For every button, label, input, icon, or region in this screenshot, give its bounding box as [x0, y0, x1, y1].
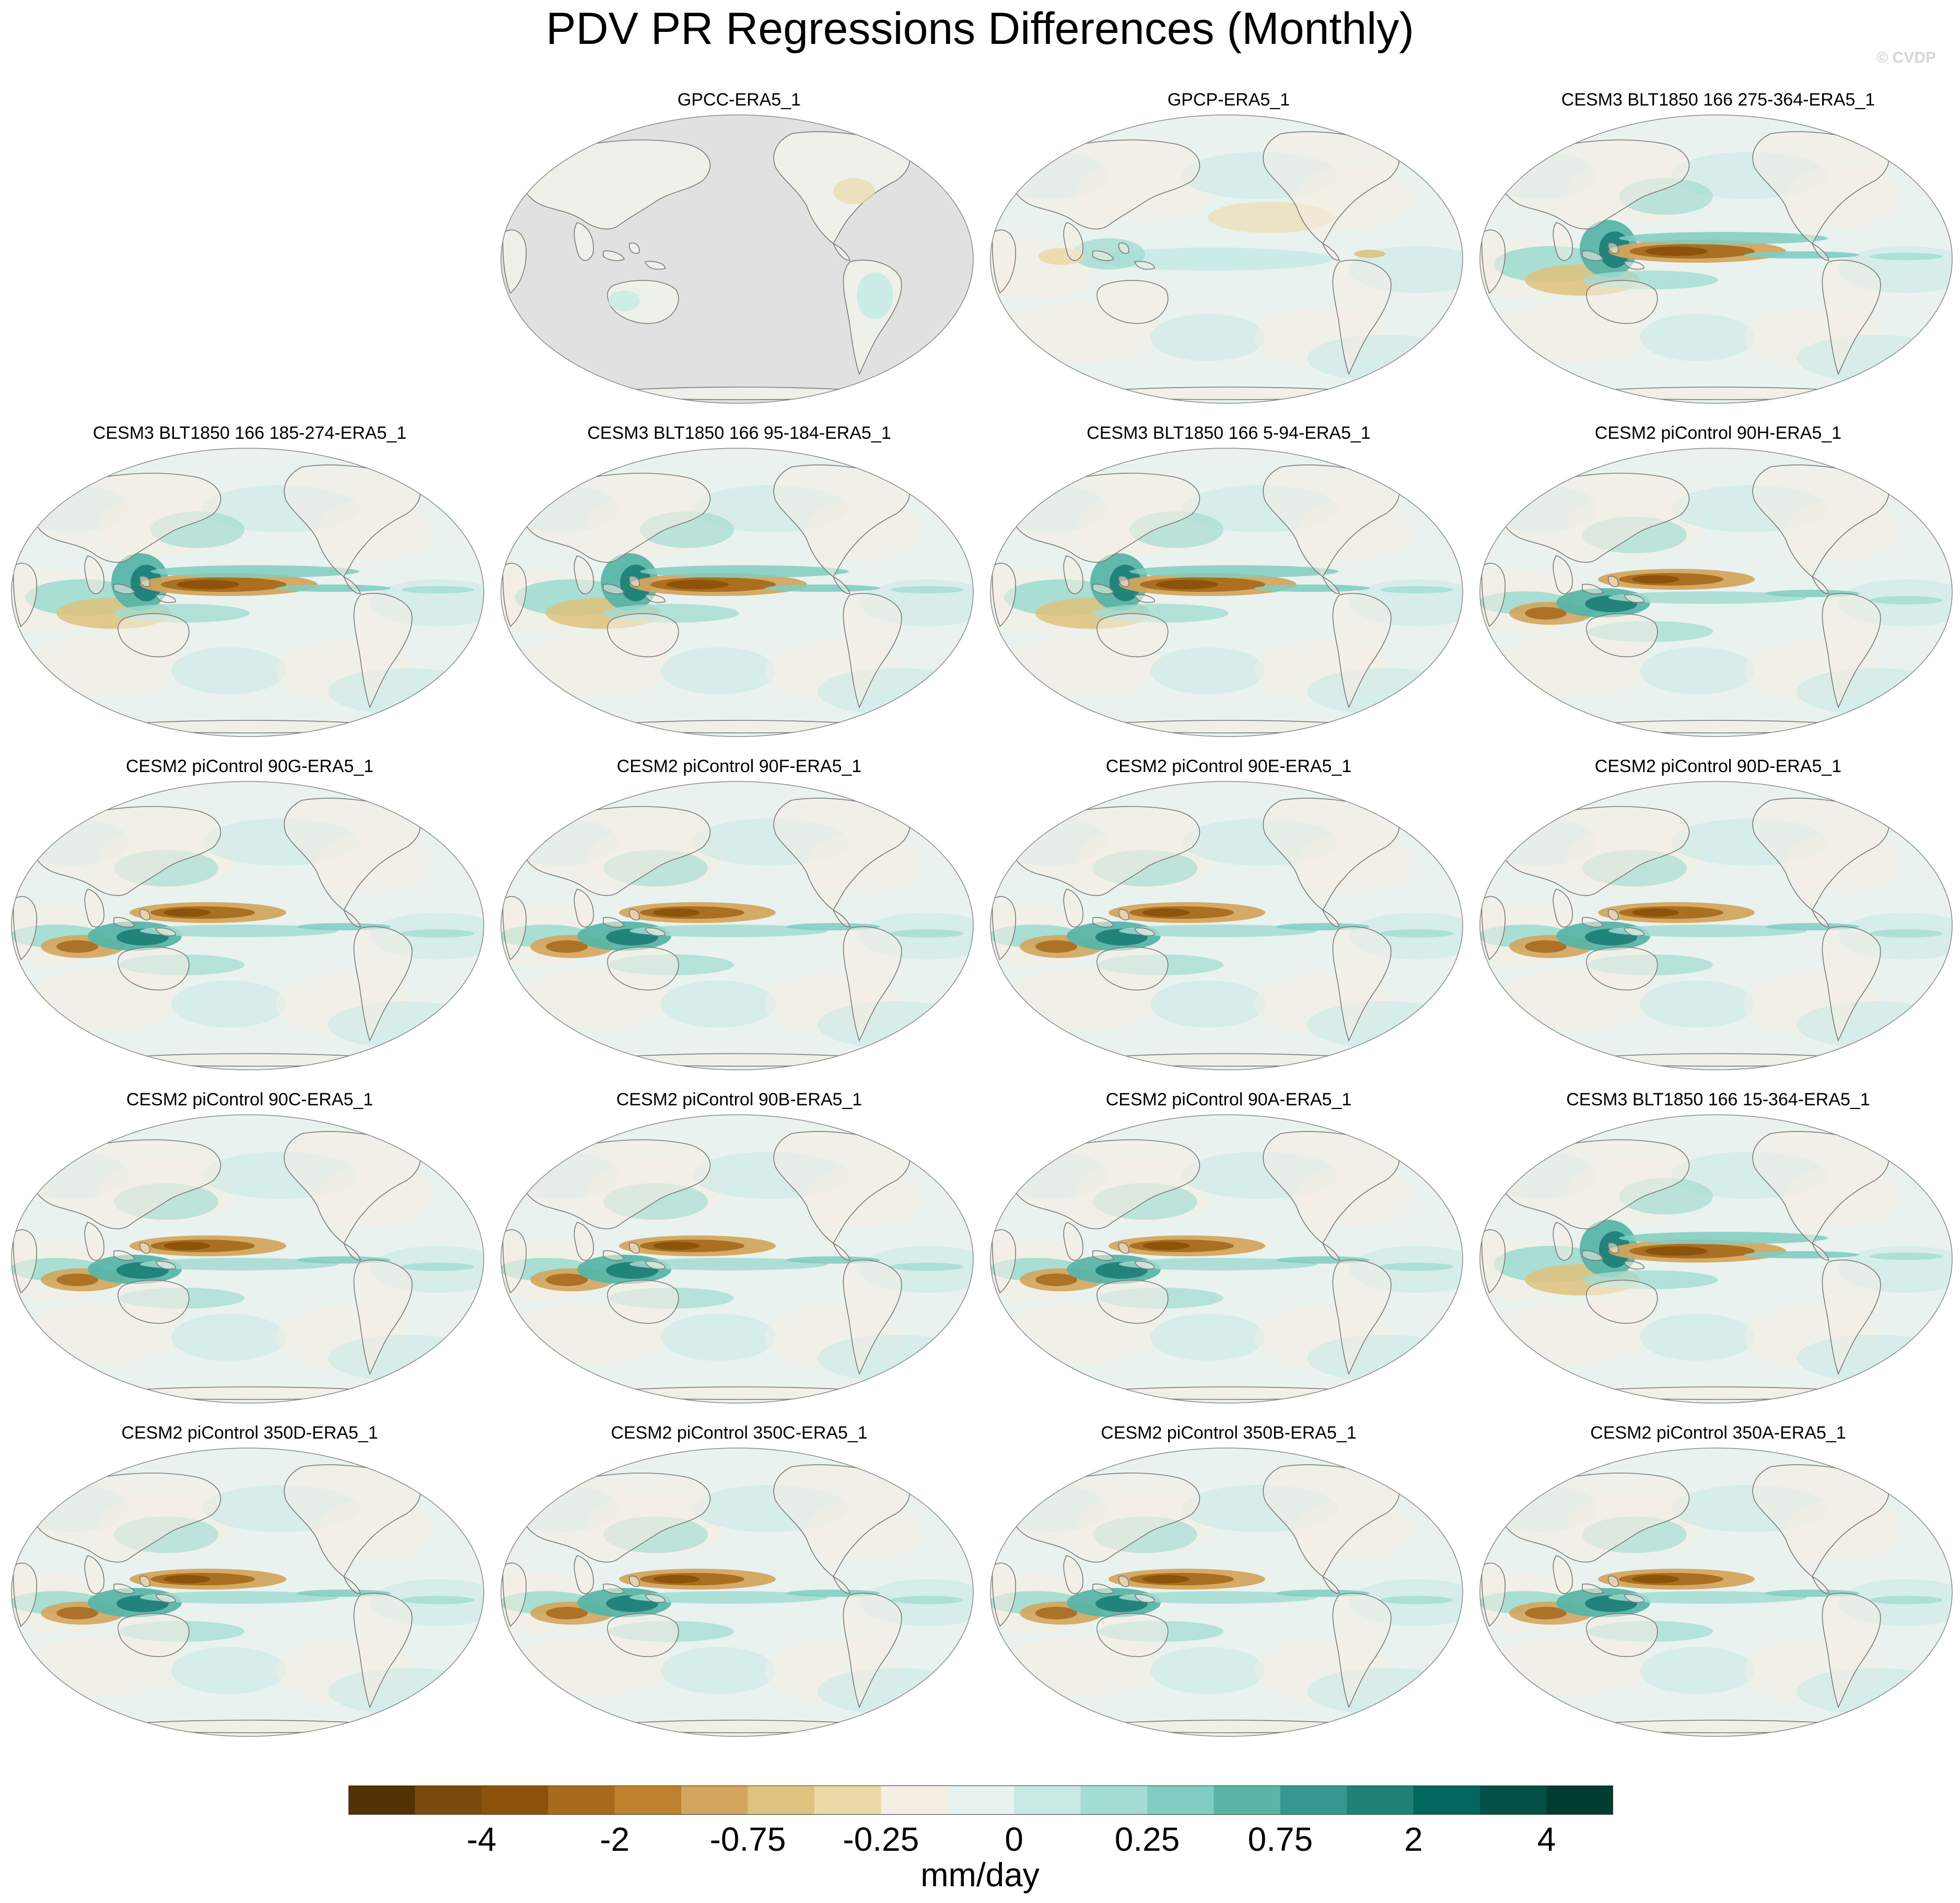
colorbar-swatch — [348, 1785, 415, 1815]
colorbar-swatch — [681, 1785, 749, 1815]
panel-title: CESM2 piControl 90C-ERA5_1 — [126, 1090, 374, 1110]
panel-title: GPCP-ERA5_1 — [1167, 90, 1290, 110]
map-panel: CESM3 BLT1850 166 95-184-ERA5_1 — [499, 423, 979, 742]
colorbar-tick-label: -2 — [600, 1820, 630, 1858]
map-plot — [500, 1114, 974, 1404]
panel-title: CESM2 piControl 90G-ERA5_1 — [125, 756, 374, 776]
colorbar-tick-label: 0.25 — [1114, 1820, 1180, 1858]
panel-title: CESM2 piControl 90A-ERA5_1 — [1105, 1090, 1352, 1110]
map-plot — [500, 448, 974, 737]
colorbar-tick-label: -4 — [466, 1820, 497, 1858]
map-panel: CESM3 BLT1850 166 275-364-ERA5_1 — [1478, 90, 1958, 408]
figure-title: PDV PR Regressions Differences (Monthly) — [546, 4, 1414, 54]
colorbar-swatch — [814, 1785, 881, 1815]
map-panel: CESM2 piControl 90G-ERA5_1 — [9, 756, 490, 1075]
colorbar-tick-label: 4 — [1537, 1820, 1556, 1858]
colorbar-swatch — [1347, 1785, 1414, 1815]
colorbar — [348, 1785, 1613, 1815]
panel-title: CESM2 piControl 350C-ERA5_1 — [611, 1423, 868, 1443]
map-plot — [1479, 114, 1953, 404]
map-panel: CESM2 piControl 90C-ERA5_1 — [9, 1090, 490, 1408]
colorbar-tick-label: 0.75 — [1247, 1820, 1313, 1858]
colorbar-tick-label: -0.25 — [843, 1820, 919, 1858]
map-panel: CESM2 piControl 90B-ERA5_1 — [499, 1090, 979, 1408]
panel-title: CESM3 BLT1850 166 95-184-ERA5_1 — [587, 423, 891, 443]
panel-title: CESM2 piControl 350D-ERA5_1 — [121, 1423, 378, 1443]
map-panel: CESM2 piControl 90F-ERA5_1 — [499, 756, 979, 1075]
map-plot — [1479, 781, 1953, 1070]
colorbar-swatch — [1080, 1785, 1148, 1815]
map-plot — [11, 448, 484, 737]
map-plot — [1479, 1447, 1953, 1737]
map-plot — [990, 1447, 1463, 1737]
map-plot — [1479, 448, 1953, 737]
panel-title: GPCC-ERA5_1 — [677, 90, 801, 110]
panel-title: CESM2 piControl 90F-ERA5_1 — [616, 756, 862, 776]
colorbar-swatch — [1546, 1785, 1613, 1815]
map-panel: CESM2 piControl 350A-ERA5_1 — [1478, 1423, 1958, 1742]
map-plot — [990, 1114, 1463, 1404]
map-panel: CESM2 piControl 350D-ERA5_1 — [9, 1423, 490, 1742]
map-panel: CESM2 piControl 90A-ERA5_1 — [988, 1090, 1469, 1408]
map-plot — [11, 1447, 484, 1737]
colorbar-swatch — [748, 1785, 815, 1815]
panel-title: CESM2 piControl 90H-ERA5_1 — [1594, 423, 1842, 443]
colorbar-tick-label: -0.75 — [709, 1820, 786, 1858]
colorbar-swatch — [947, 1785, 1014, 1815]
map-plot — [990, 781, 1463, 1070]
colorbar-swatch — [1214, 1785, 1281, 1815]
colorbar-swatch — [881, 1785, 948, 1815]
map-panel: CESM2 piControl 350B-ERA5_1 — [988, 1423, 1469, 1742]
colorbar-swatch — [1413, 1785, 1480, 1815]
colorbar-swatch — [415, 1785, 482, 1815]
panel-title: CESM2 piControl 350B-ERA5_1 — [1101, 1423, 1357, 1443]
colorbar-swatch — [548, 1785, 615, 1815]
map-panel: GPCP-ERA5_1 — [988, 90, 1469, 408]
panel-title: CESM2 piControl 90B-ERA5_1 — [616, 1090, 862, 1110]
map-plot — [500, 781, 974, 1070]
colorbar-swatch — [1014, 1785, 1081, 1815]
colorbar-swatch — [1480, 1785, 1547, 1815]
map-panel: CESM3 BLT1850 166 5-94-ERA5_1 — [988, 423, 1469, 742]
colorbar-tick-label: 0 — [1005, 1820, 1023, 1858]
map-plot — [990, 448, 1463, 737]
panel-title: CESM2 piControl 350A-ERA5_1 — [1590, 1423, 1846, 1443]
colorbar-swatch — [481, 1785, 549, 1815]
colorbar-units: mm/day — [920, 1856, 1040, 1894]
panel-title: CESM3 BLT1850 166 5-94-ERA5_1 — [1087, 423, 1371, 443]
map-panel: CESM2 piControl 90E-ERA5_1 — [988, 756, 1469, 1075]
map-plot — [1479, 1114, 1953, 1404]
map-panel: CESM3 BLT1850 166 15-364-ERA5_1 — [1478, 1090, 1958, 1408]
panel-title: CESM3 BLT1850 166 15-364-ERA5_1 — [1566, 1090, 1870, 1110]
panel-title: CESM3 BLT1850 166 185-274-ERA5_1 — [92, 423, 407, 443]
panel-title: CESM2 piControl 90E-ERA5_1 — [1105, 756, 1352, 776]
map-panel: CESM3 BLT1850 166 185-274-ERA5_1 — [9, 423, 490, 742]
map-panel: GPCC-ERA5_1 — [499, 90, 979, 408]
colorbar-swatch — [1280, 1785, 1347, 1815]
map-plot — [500, 114, 974, 404]
map-plot — [11, 781, 484, 1070]
map-panel: CESM2 piControl 90H-ERA5_1 — [1478, 423, 1958, 742]
watermark: © CVDP — [1876, 49, 1936, 66]
map-plot — [500, 1447, 974, 1737]
map-panel: CESM2 piControl 350C-ERA5_1 — [499, 1423, 979, 1742]
map-plot — [990, 114, 1463, 404]
map-plot — [11, 1114, 484, 1404]
panel-title: CESM2 piControl 90D-ERA5_1 — [1594, 756, 1842, 776]
panel-title: CESM3 BLT1850 166 275-364-ERA5_1 — [1561, 90, 1875, 110]
map-panel: CESM2 piControl 90D-ERA5_1 — [1478, 756, 1958, 1075]
colorbar-tick-label: 2 — [1404, 1820, 1423, 1858]
colorbar-swatch — [1147, 1785, 1214, 1815]
colorbar-swatch — [614, 1785, 682, 1815]
